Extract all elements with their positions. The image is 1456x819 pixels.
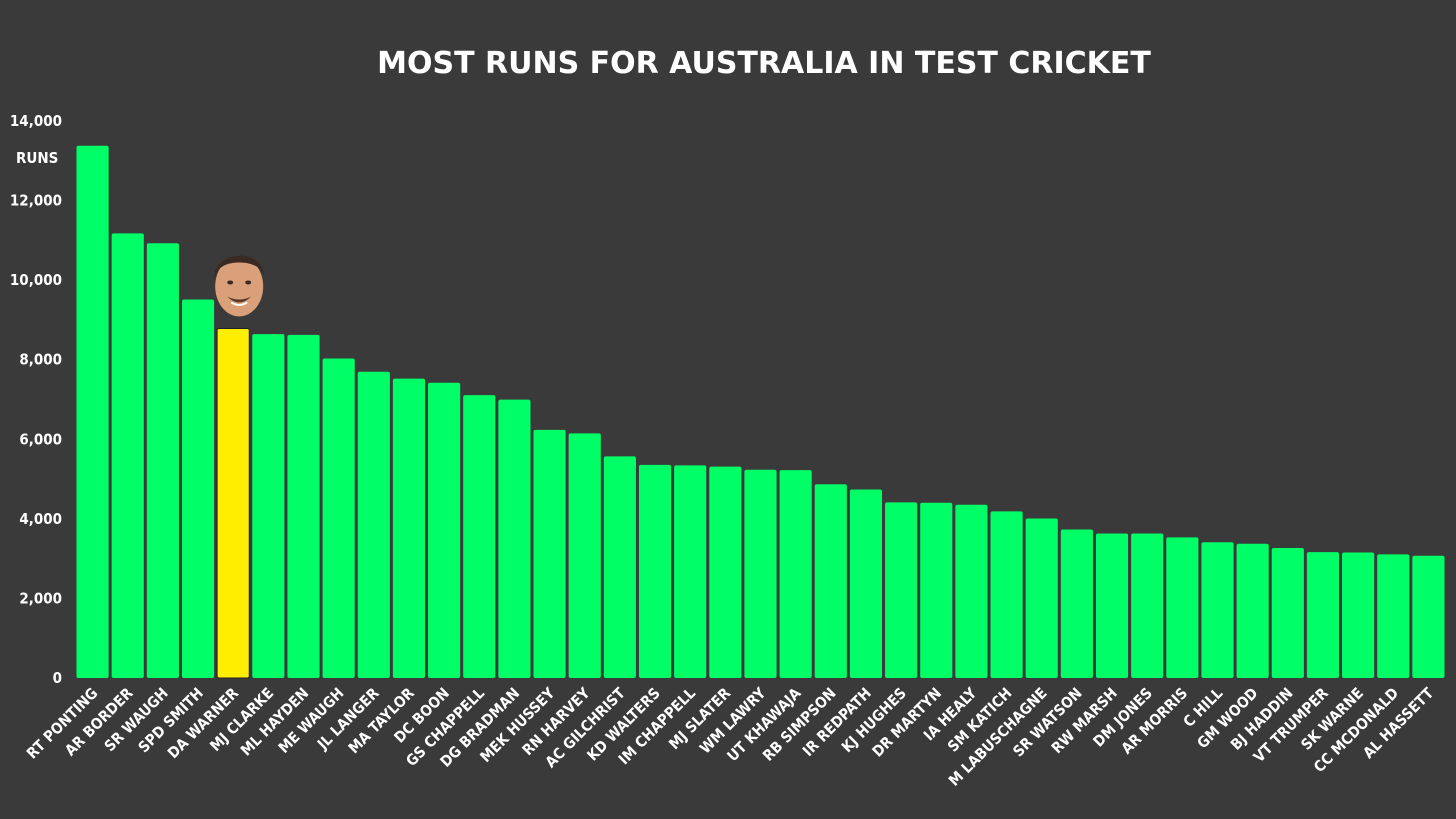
y-tick-label: 4,000 (19, 510, 62, 528)
bar-vt-trumper (1306, 552, 1340, 678)
bar-sk-warne (1342, 552, 1375, 678)
bar-ir-redpath (849, 489, 883, 678)
bar-spd-smith (181, 299, 215, 678)
y-tick-label: 14,000 (10, 112, 62, 130)
y-axis-label: RUNS (16, 149, 58, 167)
bar-wm-lawry (744, 469, 777, 678)
bar-al-hassett (1412, 555, 1445, 678)
bar-c-hill (1201, 542, 1234, 678)
bar-kj-hughes (885, 502, 918, 678)
bar-m-labuschagne (1025, 518, 1058, 678)
bar-ia-healy (955, 504, 988, 678)
y-tick-label: 10,000 (10, 271, 62, 289)
bar-dr-martyn (920, 502, 953, 678)
bar-rw-marsh (1095, 533, 1129, 678)
bar-ma-taylor (392, 378, 426, 678)
chart-title: MOST RUNS FOR AUSTRALIA IN TEST CRICKET (377, 46, 1151, 81)
bar-dg-bradman (498, 399, 531, 678)
bar-rt-ponting (76, 145, 109, 679)
bar-kd-walters (638, 464, 672, 678)
bar-bj-haddin (1271, 548, 1304, 678)
y-tick-label: 12,000 (10, 192, 62, 210)
bar-dm-jones (1131, 533, 1164, 678)
bar-sr-waugh (146, 243, 179, 678)
y-tick-label: 0 (53, 669, 62, 687)
bar-gs-chappell (463, 395, 496, 678)
bar-ut-khawaja (779, 470, 812, 678)
y-axis-ticks: 0 2,000 4,000 6,000 8,000 10,000 12,000 14,000 (10, 112, 62, 687)
bar-dc-boon (428, 382, 461, 678)
player-headshot-icon (214, 255, 265, 317)
y-tick-label: 2,000 (19, 589, 62, 607)
bar-da-warner (216, 327, 250, 679)
bar-mek-hussey (533, 429, 566, 678)
bar-jl-langer (357, 371, 390, 678)
bar-gm-wood (1236, 543, 1269, 678)
bar-ar-morris (1166, 537, 1199, 678)
y-tick-label: 8,000 (19, 351, 62, 369)
bar-mj-clarke (252, 334, 285, 678)
bar-me-waugh (322, 358, 355, 678)
bar-ac-gilchrist (603, 456, 636, 678)
bars (76, 145, 1445, 679)
bar-ml-hayden (287, 334, 320, 678)
y-tick-label: 6,000 (19, 430, 62, 448)
bar-mj-slater (709, 466, 742, 678)
bar-rb-simpson (814, 484, 847, 678)
bar-im-chappell (674, 465, 707, 678)
bar-ar-border (111, 233, 144, 678)
bar-cc-mcdonald (1377, 554, 1410, 678)
bar-sr-watson (1060, 529, 1093, 678)
bar-rn-harvey (568, 433, 601, 678)
bar-sm-katich (990, 511, 1023, 678)
